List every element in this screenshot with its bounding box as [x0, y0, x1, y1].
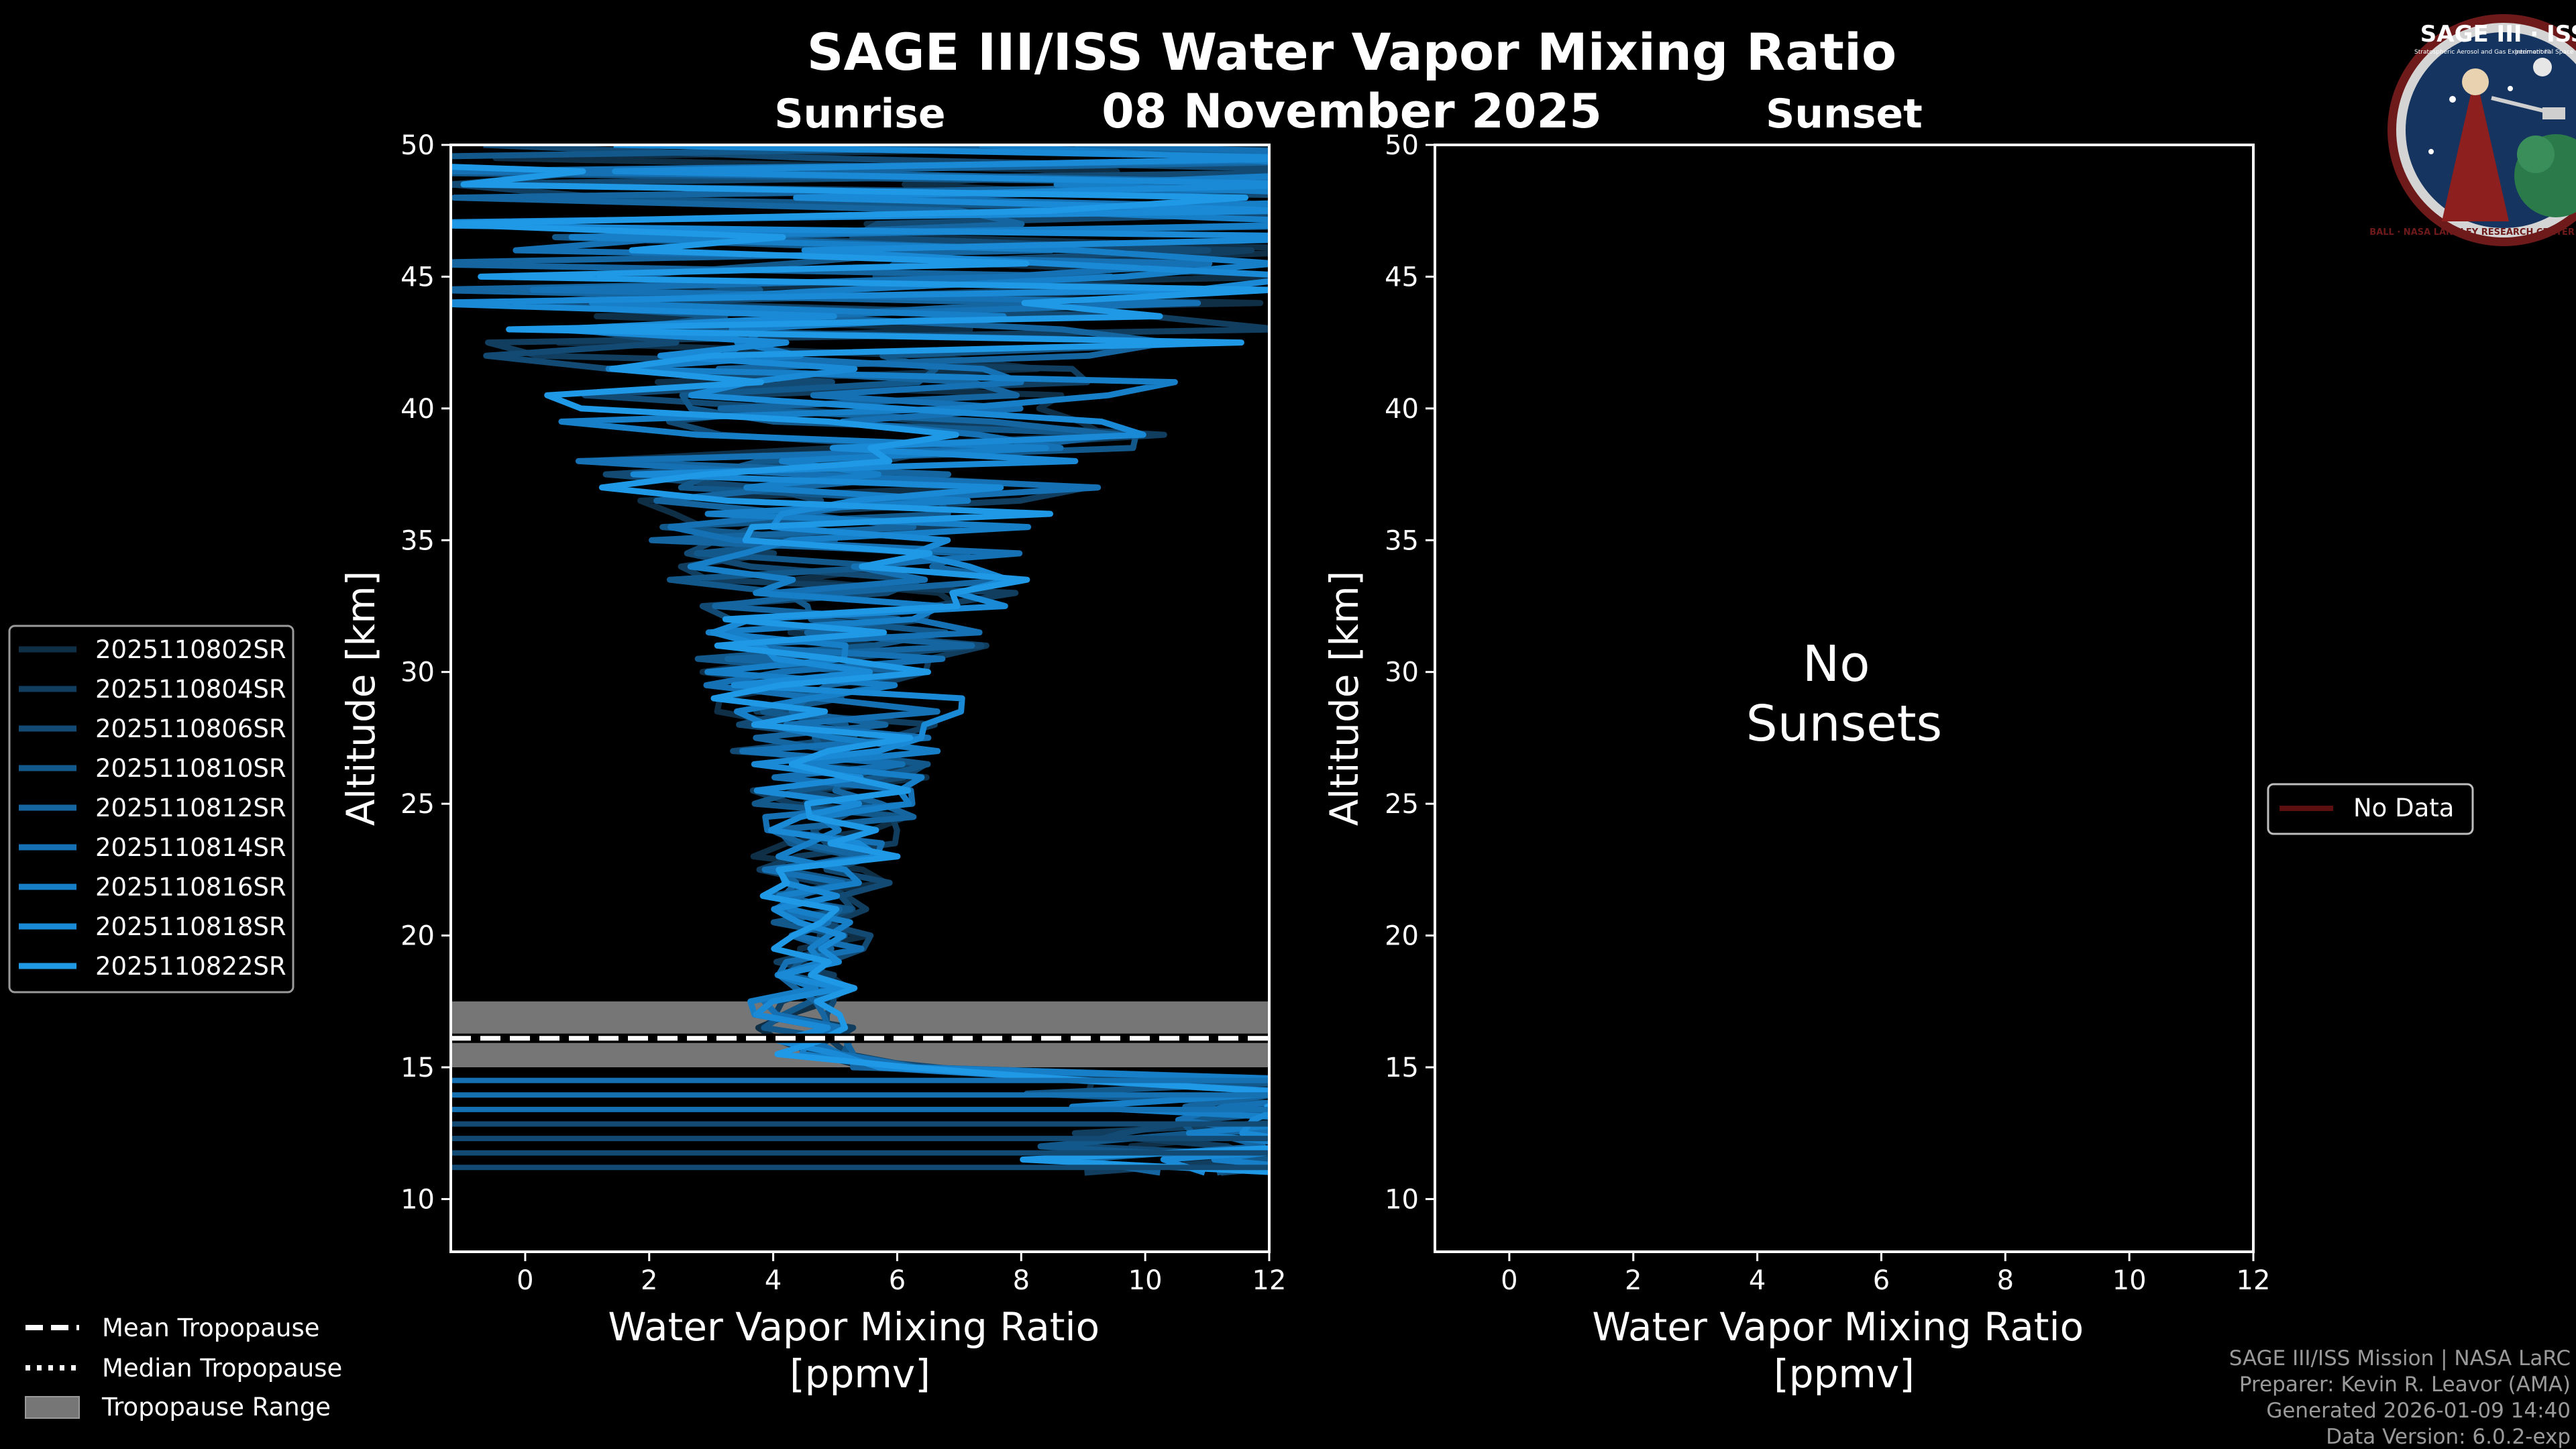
- legend-label-2025110806SR: 2025110806SR: [95, 714, 286, 743]
- y-tick-label: 45: [1385, 262, 1419, 292]
- chart-date: 08 November 2025: [1102, 84, 1602, 139]
- y-tick-label: 20: [1385, 921, 1419, 952]
- no-data-legend-box: [2267, 783, 2474, 835]
- profile-line-2025110818SR: [451, 145, 1269, 1176]
- logo-title: SAGE III · ISS: [2420, 21, 2576, 48]
- footer-line-2: Preparer: Kevin R. Leavor (AMA): [2239, 1373, 2571, 1397]
- sunset-xlabel-line2: [ppmv]: [1774, 1351, 1915, 1397]
- no-sunsets-line1: No: [1803, 635, 1870, 693]
- logo-ring-text: BALL · NASA LANGLEY RESEARCH CENTER · TA…: [2369, 227, 2576, 237]
- x-tick-label: 10: [2112, 1265, 2147, 1296]
- y-tick-label: 50: [1385, 130, 1419, 161]
- legend-label-2025110812SR: 2025110812SR: [95, 794, 286, 822]
- legend-label-2025110802SR: 2025110802SR: [95, 635, 286, 664]
- y-ticks: 10 15 20 25 30 35 40 45 50: [1385, 130, 1435, 1215]
- y-tick-label: 35: [1385, 525, 1419, 556]
- legend-label-2025110814SR: 2025110814SR: [95, 833, 286, 862]
- sunset-ylabel: Altitude [km]: [1322, 571, 1367, 826]
- panel-title-sunrise: Sunrise: [774, 91, 945, 138]
- legend-label-2025110804SR: 2025110804SR: [95, 675, 286, 704]
- y-tick-label: 25: [1385, 789, 1419, 820]
- panel-title-sunset: Sunset: [1766, 91, 1923, 138]
- sunrise-xlabel-line2: [ppmv]: [790, 1351, 930, 1397]
- x-tick-label: 10: [1128, 1265, 1163, 1296]
- x-tick-label: 6: [889, 1265, 906, 1296]
- x-tick-label: 6: [1873, 1265, 1890, 1296]
- sage-iii-iss-mission-logo: SAGE III · ISS Stratospheric Aerosol and…: [2369, 14, 2576, 246]
- x-tick-label: 2: [1625, 1265, 1642, 1296]
- profile-legend-box: [8, 625, 294, 994]
- no-sunsets-line2: Sunsets: [1746, 695, 1942, 753]
- profiles-layer: [451, 145, 1269, 1176]
- profile-legend: 2025110802SR 2025110804SR 2025110806SR 2025…: [8, 625, 294, 994]
- legend-label-2025110816SR: 2025110816SR: [95, 873, 286, 902]
- x-tick-label: 12: [1252, 1265, 1287, 1296]
- sunset-plot-frame: [1434, 144, 2255, 1253]
- footer-credits: SAGE III/ISS Mission | NASA LaRC Prepare…: [2229, 1346, 2571, 1449]
- y-tick-label: 15: [1385, 1053, 1419, 1083]
- x-tick-label: 12: [2237, 1265, 2271, 1296]
- x-tick-label: 4: [1749, 1265, 1766, 1296]
- x-tick-label: 0: [517, 1265, 533, 1296]
- tropopause-legend: Mean Tropopause Median Tropopause Tropop…: [25, 1313, 342, 1421]
- y-tick-label: 35: [400, 525, 435, 556]
- logo-subtitle-2: International Space Station: [2515, 49, 2576, 56]
- chart-title: SAGE III/ISS Water Vapor Mixing Ratio: [807, 22, 1897, 82]
- no-sunsets-annotation: No Sunsets: [1746, 635, 1942, 753]
- sunset-xlabel-line1: Water Vapor Mixing Ratio: [1592, 1304, 2084, 1350]
- no-data-label: No Data: [2353, 794, 2454, 822]
- sunset-xlabel: Water Vapor Mixing Ratio [ppmv]: [1592, 1304, 2096, 1397]
- y-tick-label: 20: [400, 921, 435, 952]
- footer-line-1: SAGE III/ISS Mission | NASA LaRC: [2229, 1346, 2571, 1371]
- y-tick-label: 10: [1385, 1184, 1419, 1215]
- y-ticks: 10 15 20 25 30 35 40 45 50: [400, 130, 451, 1215]
- logo-subtitle-1: Stratospheric Aerosol and Gas Experiment…: [2414, 49, 2550, 56]
- x-tick-label: 0: [1501, 1265, 1517, 1296]
- y-tick-label: 15: [400, 1053, 435, 1083]
- x-tick-label: 4: [765, 1265, 782, 1296]
- tropopause-range-label: Tropopause Range: [101, 1393, 331, 1421]
- sunrise-plot-frame: [449, 144, 1271, 1253]
- sunrise-xlabel-line1: Water Vapor Mixing Ratio: [608, 1304, 1099, 1350]
- sunset-panel: 0 2 4 6 8 10 12 10 15 20 25 30 35 40 45 50 Altitude [k…: [1322, 130, 2270, 1397]
- y-tick-label: 30: [400, 657, 435, 688]
- y-tick-label: 45: [400, 262, 435, 292]
- legend-label-2025110818SR: 2025110818SR: [95, 912, 286, 941]
- footer-line-3: Generated 2026-01-09 14:40: [2266, 1399, 2571, 1423]
- sunrise-xlabel: Water Vapor Mixing Ratio [ppmv]: [608, 1304, 1112, 1397]
- tropopause-range-swatch: [25, 1396, 80, 1419]
- profile-line-2025110822SR: [451, 164, 1269, 1175]
- x-tick-label: 2: [641, 1265, 657, 1296]
- y-tick-label: 50: [400, 130, 435, 161]
- legend-label-2025110822SR: 2025110822SR: [95, 952, 286, 981]
- y-tick-label: 40: [400, 394, 435, 425]
- legend-label-2025110810SR: 2025110810SR: [95, 754, 286, 783]
- y-tick-label: 10: [400, 1184, 435, 1215]
- sunrise-ylabel: Altitude [km]: [338, 571, 384, 826]
- y-tick-label: 40: [1385, 394, 1419, 425]
- y-tick-label: 30: [1385, 657, 1419, 688]
- footer-line-4: Data Version: 6.0.2-exp: [2326, 1425, 2571, 1449]
- mean-tropopause-label: Mean Tropopause: [102, 1313, 320, 1342]
- median-tropopause-label: Median Tropopause: [102, 1354, 342, 1383]
- y-tick-label: 25: [400, 789, 435, 820]
- x-ticks: 0 2 4 6 8 10 12: [1501, 1252, 2270, 1296]
- x-ticks: 0 2 4 6 8 10 12: [517, 1252, 1286, 1296]
- x-tick-label: 8: [1013, 1265, 1030, 1296]
- x-tick-label: 8: [1997, 1265, 2014, 1296]
- sunrise-panel: 0 2 4 6 8 10 12 10 15 20 25 30 35 40 45 50 Altitude [k…: [338, 130, 1286, 1397]
- no-data-legend: No Data: [2267, 783, 2474, 835]
